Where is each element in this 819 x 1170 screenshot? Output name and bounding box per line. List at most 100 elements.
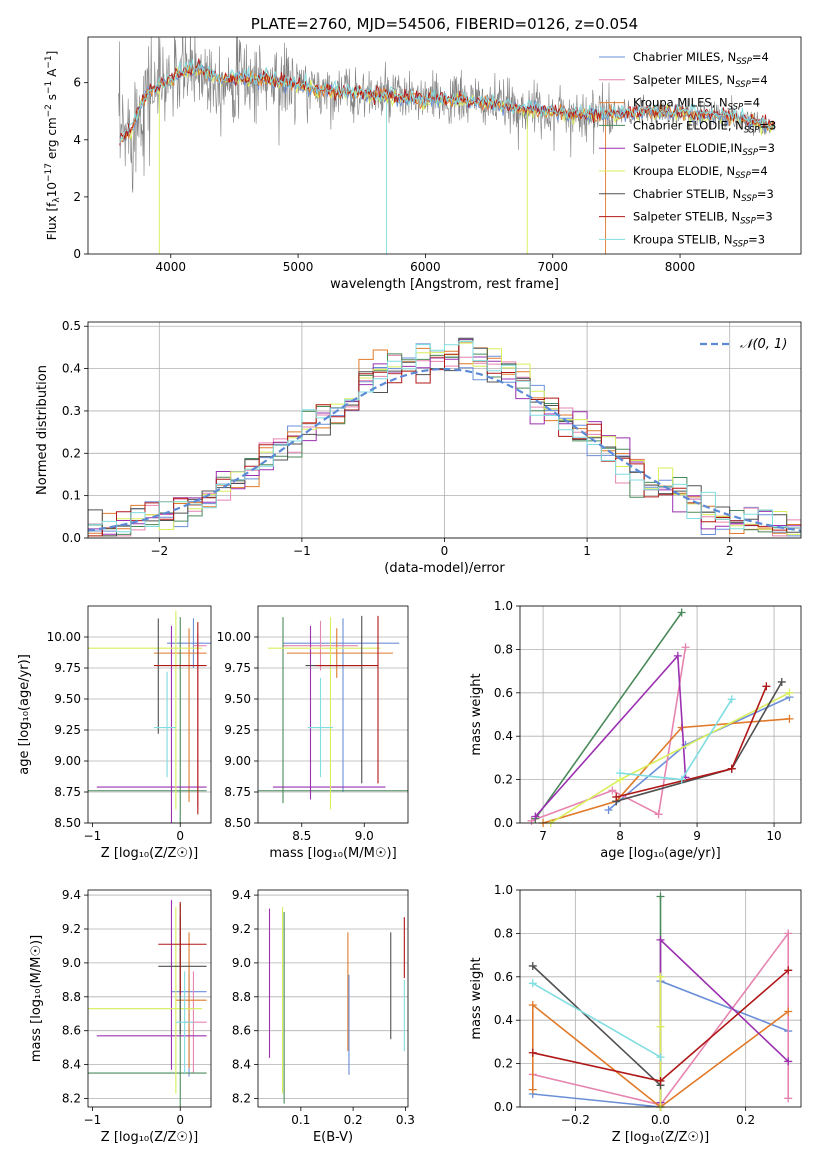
x-tick-label: 5000: [283, 260, 314, 274]
x-tick-label: 9.0: [355, 829, 374, 843]
y-tick-label: 0.8: [494, 642, 513, 656]
legend-entry: Salpeter STELIB, NSSP=3: [633, 210, 773, 227]
y-tick-label: 9.50: [224, 692, 251, 706]
y-tick-label: 9.50: [54, 692, 81, 706]
x-axis-label: (data-model)/error: [384, 561, 505, 576]
axes-frame: [87, 321, 802, 539]
age-vs-metallicity-panel: −1 0 8.50 8.75 9.00 9.25 9.50 9.75 10.00 Z [log₁₀…: [17, 605, 212, 861]
series-point-kroupa_stelib: [727, 695, 736, 704]
y-tick-label: 8.75: [54, 785, 81, 799]
y-axis-label: mass weight: [469, 673, 484, 755]
series-point-salpeter_stelib: [612, 792, 621, 801]
series-line-kroupa_stelib: [532, 982, 661, 1058]
y-tick-label: 0.0: [62, 531, 81, 545]
axes-frame: [519, 889, 802, 1108]
x-axis-label: wavelength [Angstrom, rest frame]: [330, 277, 559, 292]
y-tick-label: 0.4: [494, 729, 513, 743]
y-axis-label: Normed distribution: [35, 365, 50, 495]
x-tick-label: 6000: [410, 260, 441, 274]
y-tick-label: 9.4: [62, 888, 81, 902]
y-tick-label: 8.2: [232, 1092, 251, 1106]
series-point-kroupa_stelib: [616, 769, 625, 778]
series-point-salpeter_miles: [784, 1094, 793, 1103]
series-point-chabrier_elodie: [656, 892, 665, 901]
series-line-kroupa_miles: [532, 1003, 789, 1107]
y-tick-label: 0.2: [62, 446, 81, 460]
legend: Chabrier MILES, NSSP=4 Salpeter MILES, NS…: [599, 50, 776, 249]
series-point-chabrier_stelib: [528, 961, 537, 970]
y-tick-label: 0.0: [494, 1100, 513, 1114]
series-line-chabrier_elodie: [534, 612, 683, 820]
series-point-salpeter_elodie: [784, 1057, 793, 1066]
x-axis-label: Z [log₁₀(Z/Z☉)]: [101, 846, 198, 861]
x-tick-label: −2: [150, 544, 168, 558]
y-tick-label: 9.2: [62, 922, 81, 936]
series-point-salpeter_elodie: [656, 935, 665, 944]
series-point-kroupa_miles: [528, 1001, 537, 1010]
series-point-kroupa_elodie: [785, 688, 794, 697]
age-vs-mass-panel: 8.5 9.0 8.50 8.75 9.00 9.25 9.50 9.75 10.00 mass …: [217, 605, 409, 861]
x-tick-label: 0.1: [291, 1113, 310, 1127]
axes-frame: [257, 889, 409, 1108]
model-spectrum-kroupa_stelib: [119, 59, 775, 144]
legend-entry: Kroupa STELIB, NSSP=3: [633, 232, 765, 249]
series-point-chabrier_stelib: [777, 677, 786, 686]
series-point-kroupa_stelib: [677, 775, 686, 784]
y-tick-label: 8.6: [62, 1024, 81, 1038]
axes-frame: [257, 605, 409, 824]
y-tick-label: 8.2: [62, 1092, 81, 1106]
series-point-salpeter_stelib: [656, 1076, 665, 1085]
axes-frame: [87, 605, 212, 824]
series-point-salpeter_stelib: [727, 764, 736, 773]
series-line-salpeter_miles: [531, 647, 687, 822]
y-tick-label: 8.6: [232, 1024, 251, 1038]
y-tick-label: 9.0: [62, 956, 81, 970]
y-tick-label: 1.0: [494, 883, 513, 897]
x-tick-label: 8: [616, 829, 624, 843]
series-point-salpeter_miles: [654, 810, 663, 819]
x-axis-label: age [log₁₀(age/yr)]: [600, 846, 721, 861]
x-tick-label: 0.2: [344, 1113, 363, 1127]
x-tick-label: 0.0: [651, 1113, 670, 1127]
series-point-kroupa_miles: [784, 1007, 793, 1016]
x-tick-label: 0: [441, 544, 449, 558]
y-tick-label: 0.0: [494, 816, 513, 830]
y-tick-label: 9.4: [232, 888, 251, 902]
y-tick-label: 9.25: [224, 723, 251, 737]
y-tick-label: 8.4: [232, 1058, 251, 1072]
y-tick-label: 10.00: [47, 630, 81, 644]
y-tick-label: 0: [73, 247, 81, 261]
axes-frame: [87, 889, 212, 1108]
series-line-chabrier_stelib: [532, 965, 662, 1086]
x-tick-label: 7000: [537, 260, 568, 274]
x-tick-label: −1: [84, 1113, 102, 1127]
y-tick-label: 8.50: [224, 816, 251, 830]
y-tick-label: 9.75: [224, 661, 251, 675]
y-tick-label: 4: [73, 133, 81, 147]
y-axis-label: Flux [fλ10−17 erg cm−2 s−1 A−1]: [44, 51, 62, 241]
y-tick-label: 0.5: [62, 319, 81, 333]
mass-vs-metallicity-panel: −1 0 8.2 8.4 8.6 8.8 9.0 9.2 9.4 Z [log₁₀(Z/Z☉)] m…: [29, 888, 212, 1145]
y-tick-label: 8.50: [54, 816, 81, 830]
axes-frame: [519, 605, 802, 824]
y-tick-label: 8.8: [62, 990, 81, 1004]
x-tick-label: 0: [176, 1113, 184, 1127]
legend-entry: Salpeter ELODIE,INSSP=3: [633, 141, 775, 158]
series-point-kroupa_stelib: [528, 979, 537, 988]
series-point-chabrier_elodie: [677, 608, 686, 617]
series-point-kroupa_miles: [785, 714, 794, 723]
y-axis-label: mass weight: [469, 957, 484, 1039]
y-tick-label: 0.2: [494, 773, 513, 787]
series-point-salpeter_stelib: [762, 682, 771, 691]
legend-entry: Salpeter MILES, NSSP=4: [633, 73, 768, 90]
x-axis-label: Z [log₁₀(Z/Z☉)]: [612, 1130, 709, 1145]
series-point-kroupa_elodie: [656, 1022, 665, 1031]
weight-vs-age-panel: 7 8 9 10 0.0 0.2 0.4 0.6 0.8 1.0 age [log₁₀(age/yr…: [469, 599, 802, 861]
y-tick-label: 8.8: [232, 990, 251, 1004]
legend-entry: Chabrier STELIB, NSSP=3: [633, 187, 774, 204]
x-tick-label: 2: [726, 544, 734, 558]
series-point-kroupa_elodie: [656, 972, 665, 981]
series-point-salpeter_miles: [681, 643, 690, 652]
y-tick-label: 0.2: [494, 1057, 513, 1071]
legend-entry: 𝒩(0, 1): [740, 337, 787, 352]
